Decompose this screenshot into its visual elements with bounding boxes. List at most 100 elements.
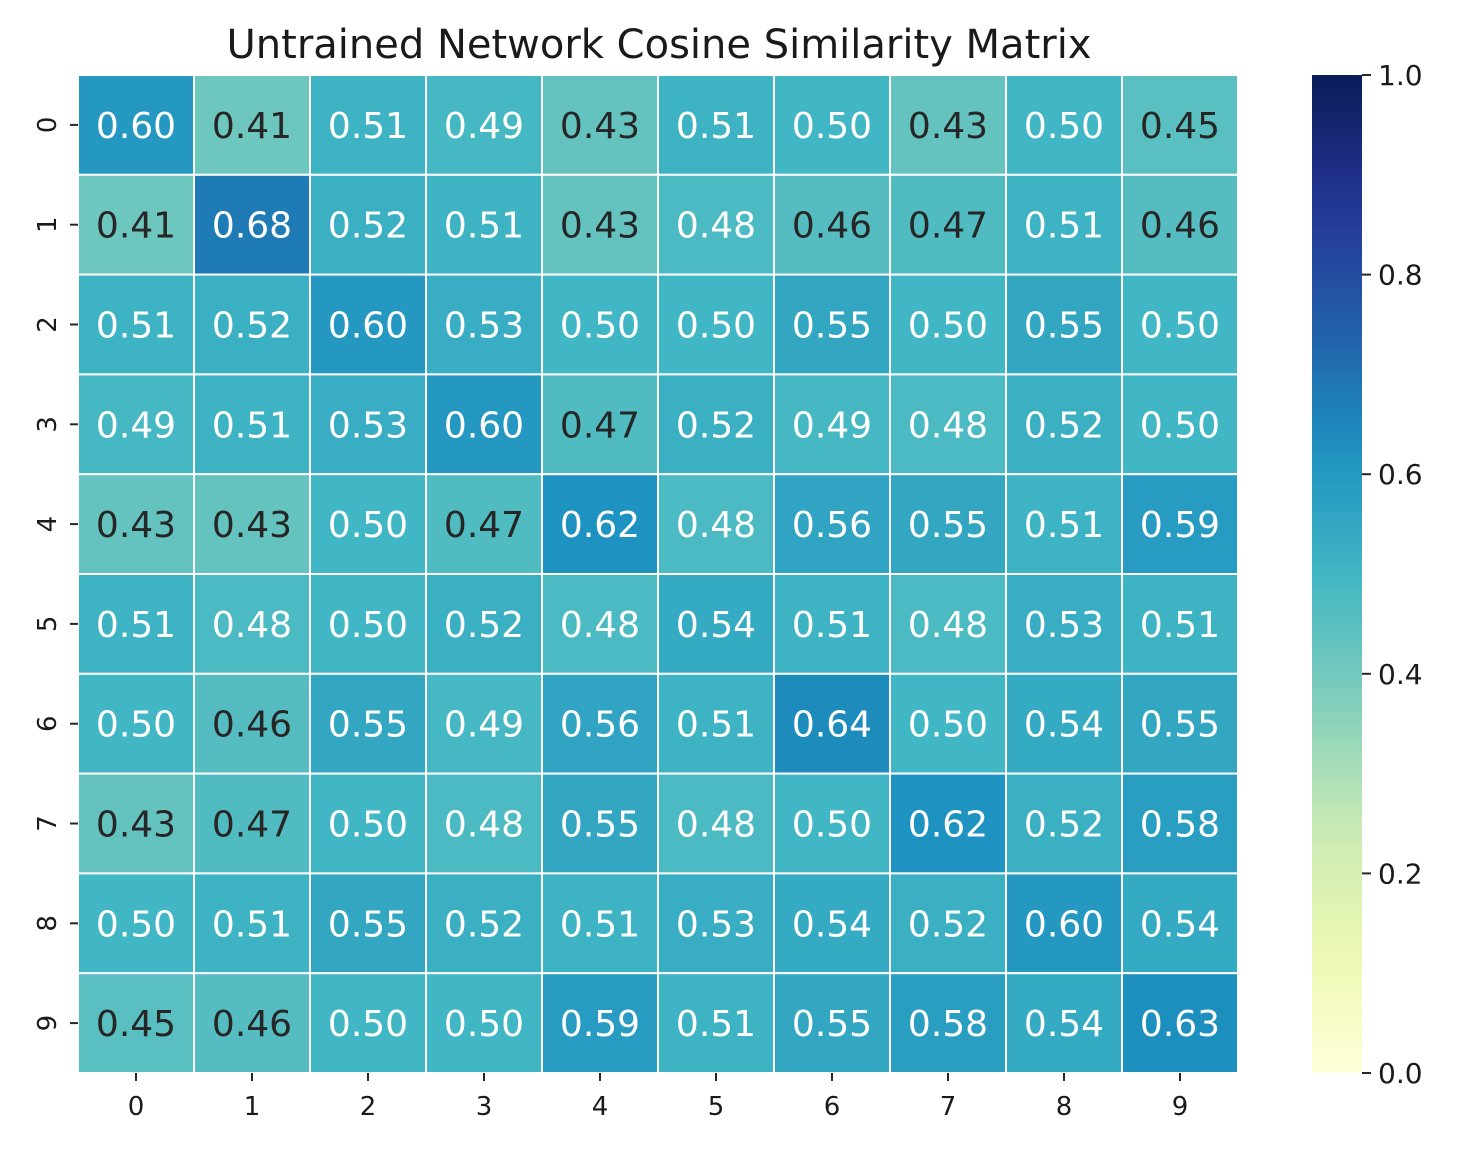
heatmap-cell-4-6 [773, 473, 891, 576]
heatmap-cell-8-1 [193, 872, 311, 975]
cell-value-label-1-0: 0.41 [96, 206, 176, 247]
cell-value-label-0-9: 0.45 [1140, 106, 1220, 147]
y-tick-label-2: 2 [33, 316, 63, 333]
colorbar-ticks: 0.0 0.2 0.4 0.6 0.8 1.0 [1362, 59, 1423, 1090]
colorbar [1312, 75, 1362, 1073]
cell-value-label-9-1: 0.46 [212, 1004, 292, 1045]
chart-title: Untrained Network Cosine Similarity Matr… [227, 22, 1092, 68]
x-tick-label-2: 2 [360, 1092, 377, 1122]
x-tick-label-1: 1 [244, 1092, 261, 1122]
heatmap-cell-4-4 [541, 473, 659, 576]
cell-value-label-3-6: 0.49 [792, 405, 872, 446]
colorbar-gradient [1312, 75, 1362, 1073]
x-tick-label-8: 8 [1056, 1092, 1073, 1122]
cell-value-label-0-7: 0.43 [908, 106, 988, 147]
heatmap-cell-5-5 [657, 573, 775, 675]
heatmap-cell-8-2 [309, 872, 427, 975]
cell-value-label-8-4: 0.51 [560, 904, 640, 945]
cell-value-label-4-6: 0.56 [792, 505, 872, 546]
cell-value-label-5-6: 0.51 [792, 605, 872, 646]
heatmap-cell-2-7 [889, 273, 1007, 376]
heatmap-cell-4-8 [1005, 473, 1123, 576]
colorbar-tick-label-0: 0.0 [1378, 1057, 1423, 1090]
cell-value-label-1-5: 0.48 [676, 206, 756, 247]
heatmap-cell-2-9 [1121, 273, 1239, 376]
heatmap-cell-1-5 [657, 173, 775, 276]
x-tick-label-6: 6 [824, 1092, 841, 1122]
heatmap-cell-6-7 [889, 672, 1007, 775]
y-tick-label-7: 7 [33, 815, 63, 832]
heatmap-cell-6-0 [77, 672, 195, 775]
heatmap-cell-5-4 [541, 573, 659, 675]
cell-value-label-1-7: 0.47 [908, 206, 988, 247]
cell-value-label-2-8: 0.55 [1024, 306, 1104, 347]
heatmap-cell-7-2 [309, 772, 427, 875]
cell-value-label-5-9: 0.51 [1140, 605, 1220, 646]
cell-value-label-8-9: 0.54 [1140, 904, 1220, 945]
cell-value-label-2-0: 0.51 [96, 306, 176, 347]
cell-value-label-8-1: 0.51 [212, 904, 292, 945]
colorbar-tick-label-5: 1.0 [1378, 59, 1423, 92]
cell-value-label-6-0: 0.50 [96, 705, 176, 746]
heatmap-cell-0-2 [309, 74, 427, 176]
cell-value-label-7-7: 0.62 [908, 805, 988, 846]
x-tick-label-9: 9 [1172, 1092, 1189, 1122]
heatmap-cell-9-8 [1005, 972, 1123, 1075]
cell-value-label-1-6: 0.46 [792, 206, 872, 247]
heatmap-cell-3-5 [657, 373, 775, 476]
y-axis: 0 1 2 3 4 5 6 7 8 9 [33, 117, 78, 1031]
cell-value-label-4-1: 0.43 [212, 505, 292, 546]
heatmap-cell-8-6 [773, 872, 891, 975]
cell-value-label-6-3: 0.49 [444, 705, 524, 746]
cell-value-label-8-8: 0.60 [1024, 904, 1104, 945]
heatmap-cell-2-6 [773, 273, 891, 376]
heatmap-cell-0-9 [1121, 74, 1239, 176]
cell-value-label-0-1: 0.41 [212, 106, 292, 147]
heatmap-cell-3-8 [1005, 373, 1123, 476]
heatmap-cell-6-5 [657, 672, 775, 775]
heatmap-cell-5-2 [309, 573, 427, 675]
colorbar-tick-label-2: 0.4 [1378, 658, 1423, 691]
heatmap-cell-1-3 [425, 173, 543, 276]
heatmap-cell-8-7 [889, 872, 1007, 975]
cell-value-label-9-2: 0.50 [328, 1004, 408, 1045]
cell-value-label-8-7: 0.52 [908, 904, 988, 945]
heatmap-cell-2-4 [541, 273, 659, 376]
cell-value-label-8-3: 0.52 [444, 904, 524, 945]
cell-value-label-3-3: 0.60 [444, 405, 524, 446]
heatmap-cells: 0.60 0.41 0.51 0.49 0.43 0.51 0.50 0.43 0.50 0.45… [77, 74, 1239, 1075]
cell-value-label-5-3: 0.52 [444, 605, 524, 646]
heatmap-cell-7-6 [773, 772, 891, 875]
y-tick-label-1: 1 [33, 216, 63, 233]
cell-value-label-1-1: 0.68 [212, 206, 292, 247]
y-tick-label-3: 3 [33, 416, 63, 433]
cell-value-label-9-8: 0.54 [1024, 1004, 1104, 1045]
x-tick-label-4: 4 [592, 1092, 609, 1122]
heatmap-cell-8-4 [541, 872, 659, 975]
cell-value-label-3-5: 0.52 [676, 405, 756, 446]
cell-value-label-4-5: 0.48 [676, 505, 756, 546]
y-tick-label-6: 6 [33, 715, 63, 732]
heatmap-cell-6-9 [1121, 672, 1239, 775]
x-axis: 0 1 2 3 4 5 6 7 8 9 [128, 1073, 1189, 1122]
cell-value-label-4-7: 0.55 [908, 505, 988, 546]
cell-value-label-9-9: 0.63 [1140, 1004, 1220, 1045]
cell-value-label-0-0: 0.60 [96, 106, 176, 147]
cell-value-label-7-3: 0.48 [444, 805, 524, 846]
heatmap-cell-5-3 [425, 573, 543, 675]
heatmap-cell-2-1 [193, 273, 311, 376]
cell-value-label-7-5: 0.48 [676, 805, 756, 846]
x-tick-label-0: 0 [128, 1092, 145, 1122]
cell-value-label-1-2: 0.52 [328, 206, 408, 247]
heatmap-cell-9-0 [77, 972, 195, 1075]
cell-value-label-0-2: 0.51 [328, 106, 408, 147]
heatmap-cell-8-9 [1121, 872, 1239, 975]
heatmap-cell-1-6 [773, 173, 891, 276]
cell-value-label-8-2: 0.55 [328, 904, 408, 945]
cell-value-label-2-5: 0.50 [676, 306, 756, 347]
heatmap-cell-1-9 [1121, 173, 1239, 276]
cell-value-label-4-4: 0.62 [560, 505, 640, 546]
cell-value-label-3-2: 0.53 [328, 405, 408, 446]
heatmap-cell-2-8 [1005, 273, 1123, 376]
